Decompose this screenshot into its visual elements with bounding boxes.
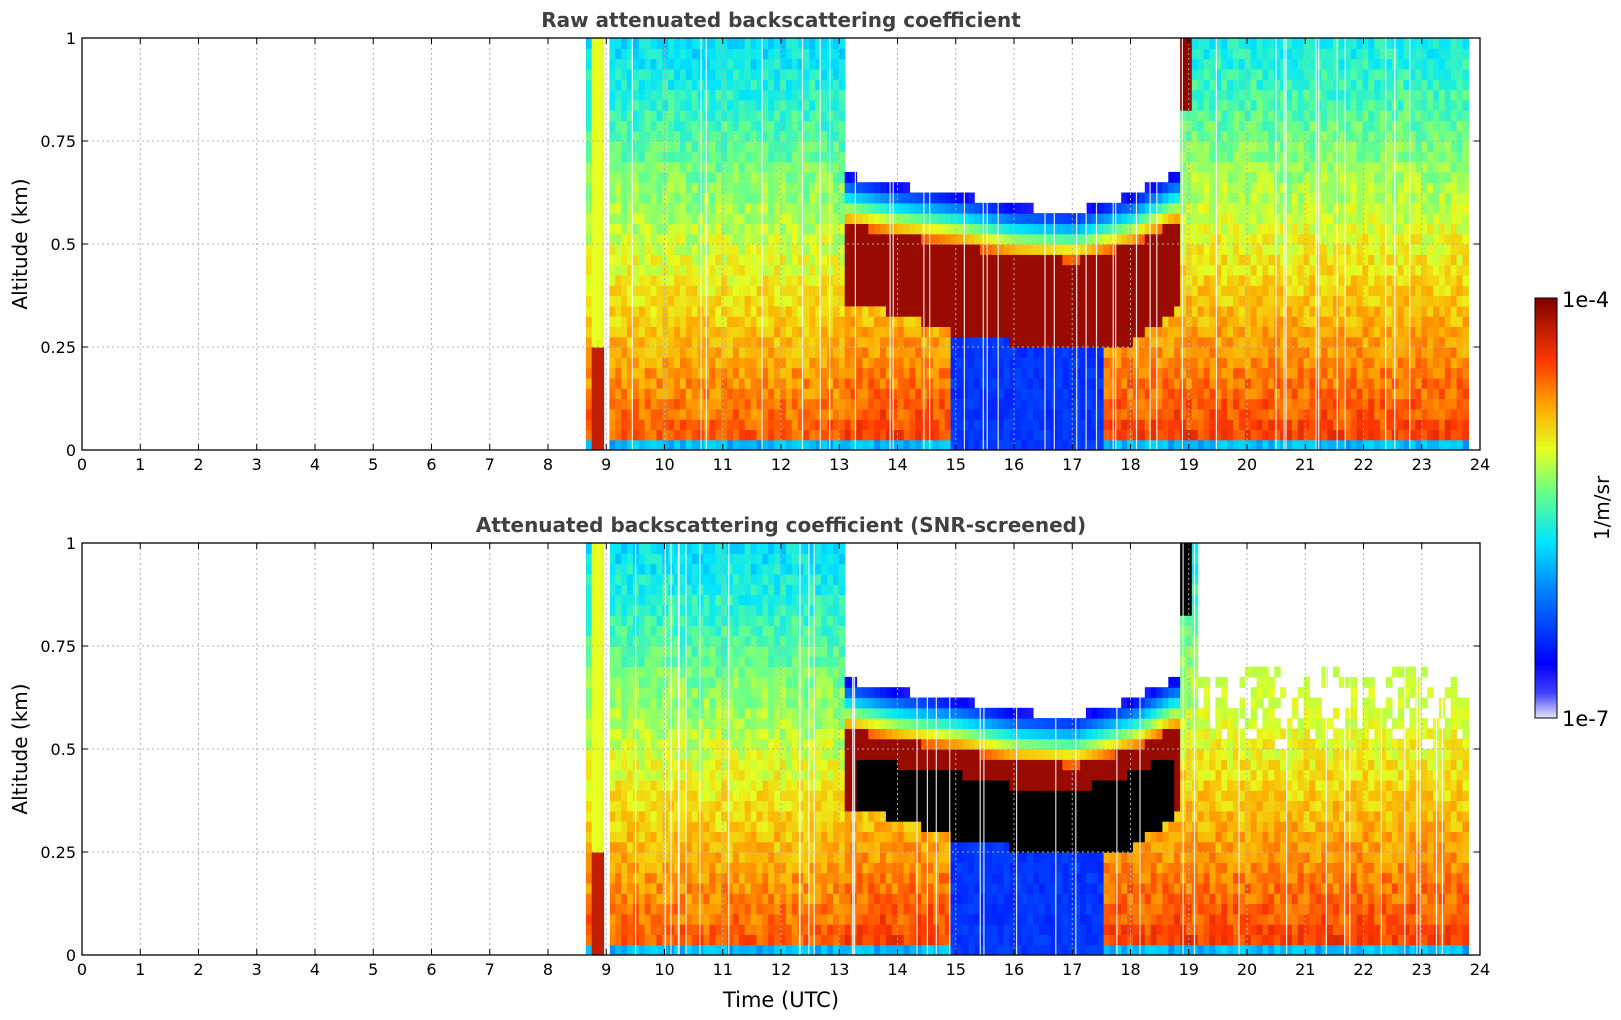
x-tick-label: 7: [485, 455, 495, 474]
x-tick-label: 17: [1062, 455, 1082, 474]
y-tick-label: 0.5: [51, 740, 76, 759]
colorbar-gradient: [1534, 297, 1558, 719]
x-tick-label: 2: [193, 960, 203, 979]
x-tick-label: 23: [1412, 455, 1432, 474]
x-tick-label: 4: [310, 960, 320, 979]
x-tick-label: 11: [713, 455, 733, 474]
x-tick-label: 12: [771, 455, 791, 474]
panel-screened: Attenuated backscattering coefficient (S…: [8, 513, 1490, 1012]
x-tick-label: 16: [1004, 960, 1024, 979]
x-tick-label: 18: [1120, 960, 1140, 979]
x-tick-label: 20: [1237, 960, 1257, 979]
colorbar-max-label: 1e-4: [1562, 288, 1609, 312]
y-tick-label: 0: [66, 441, 76, 460]
y-tick-label: 1: [66, 29, 76, 48]
x-tick-label: 14: [887, 455, 907, 474]
x-tick-label: 18: [1120, 455, 1140, 474]
x-tick-label: 3: [252, 455, 262, 474]
x-tick-label: 9: [601, 960, 611, 979]
x-tick-label: 15: [946, 455, 966, 474]
x-tick-label: 3: [252, 960, 262, 979]
y-tick-label: 1: [66, 534, 76, 553]
x-tick-label: 0: [77, 960, 87, 979]
grid-lines: [82, 543, 1480, 955]
heatmap-layer: [585, 543, 1469, 955]
x-tick-label: 2: [193, 455, 203, 474]
axis-ticks: 0 1 2 3 4 5 6 7 8 9 10 11 12 13 14 15 16 17 18 19 20 21 22 23 24…: [40, 534, 1490, 979]
x-tick-label: 19: [1179, 960, 1199, 979]
heatmap-layer: [585, 38, 1469, 450]
x-tick-label: 1: [135, 455, 145, 474]
x-tick-label: 6: [426, 960, 436, 979]
y-tick-label: 0.75: [40, 132, 76, 151]
y-axis-label: Altitude (km): [8, 683, 32, 814]
x-tick-label: 12: [771, 960, 791, 979]
x-tick-label: 8: [543, 960, 553, 979]
x-tick-label: 24: [1470, 455, 1490, 474]
y-tick-label: 0: [66, 946, 76, 965]
x-tick-label: 4: [310, 455, 320, 474]
x-tick-label: 10: [654, 455, 674, 474]
x-tick-label: 1: [135, 960, 145, 979]
x-tick-label: 11: [713, 960, 733, 979]
x-tick-label: 22: [1353, 455, 1373, 474]
x-tick-label: 20: [1237, 455, 1257, 474]
colorbar-min-label: 1e-7: [1562, 707, 1609, 731]
panel-raw: Raw attenuated backscattering coefficien…: [8, 8, 1490, 474]
x-tick-label: 16: [1004, 455, 1024, 474]
y-tick-label: 0.25: [40, 338, 76, 357]
axis-ticks: 0 1 2 3 4 5 6 7 8 9 10 11 12 13 14 15 16 17 18 19 20 21 22 23 24…: [40, 29, 1490, 474]
x-tick-label: 21: [1295, 960, 1315, 979]
x-tick-label: 6: [426, 455, 436, 474]
x-tick-label: 5: [368, 960, 378, 979]
colorbar: 1e-4 1e-7 1/m/sr: [1534, 288, 1614, 731]
grid-lines: [82, 38, 1480, 450]
y-tick-label: 0.75: [40, 637, 76, 656]
y-tick-label: 0.5: [51, 235, 76, 254]
x-tick-label: 13: [829, 960, 849, 979]
x-tick-label: 13: [829, 455, 849, 474]
x-tick-label: 7: [485, 960, 495, 979]
x-tick-label: 15: [946, 960, 966, 979]
x-tick-label: 5: [368, 455, 378, 474]
panel-title: Raw attenuated backscattering coefficien…: [541, 8, 1021, 32]
x-tick-label: 21: [1295, 455, 1315, 474]
x-axis-label: Time (UTC): [722, 988, 839, 1012]
x-tick-label: 8: [543, 455, 553, 474]
x-tick-label: 24: [1470, 960, 1490, 979]
y-axis-label: Altitude (km): [8, 178, 32, 309]
panel-title: Attenuated backscattering coefficient (S…: [476, 513, 1086, 537]
x-tick-label: 10: [654, 960, 674, 979]
x-tick-label: 14: [887, 960, 907, 979]
x-tick-label: 0: [77, 455, 87, 474]
x-tick-label: 23: [1412, 960, 1432, 979]
x-tick-label: 9: [601, 455, 611, 474]
x-tick-label: 22: [1353, 960, 1373, 979]
x-tick-label: 17: [1062, 960, 1082, 979]
colorbar-unit-label: 1/m/sr: [1590, 475, 1614, 540]
x-tick-label: 19: [1179, 455, 1199, 474]
y-tick-label: 0.25: [40, 843, 76, 862]
